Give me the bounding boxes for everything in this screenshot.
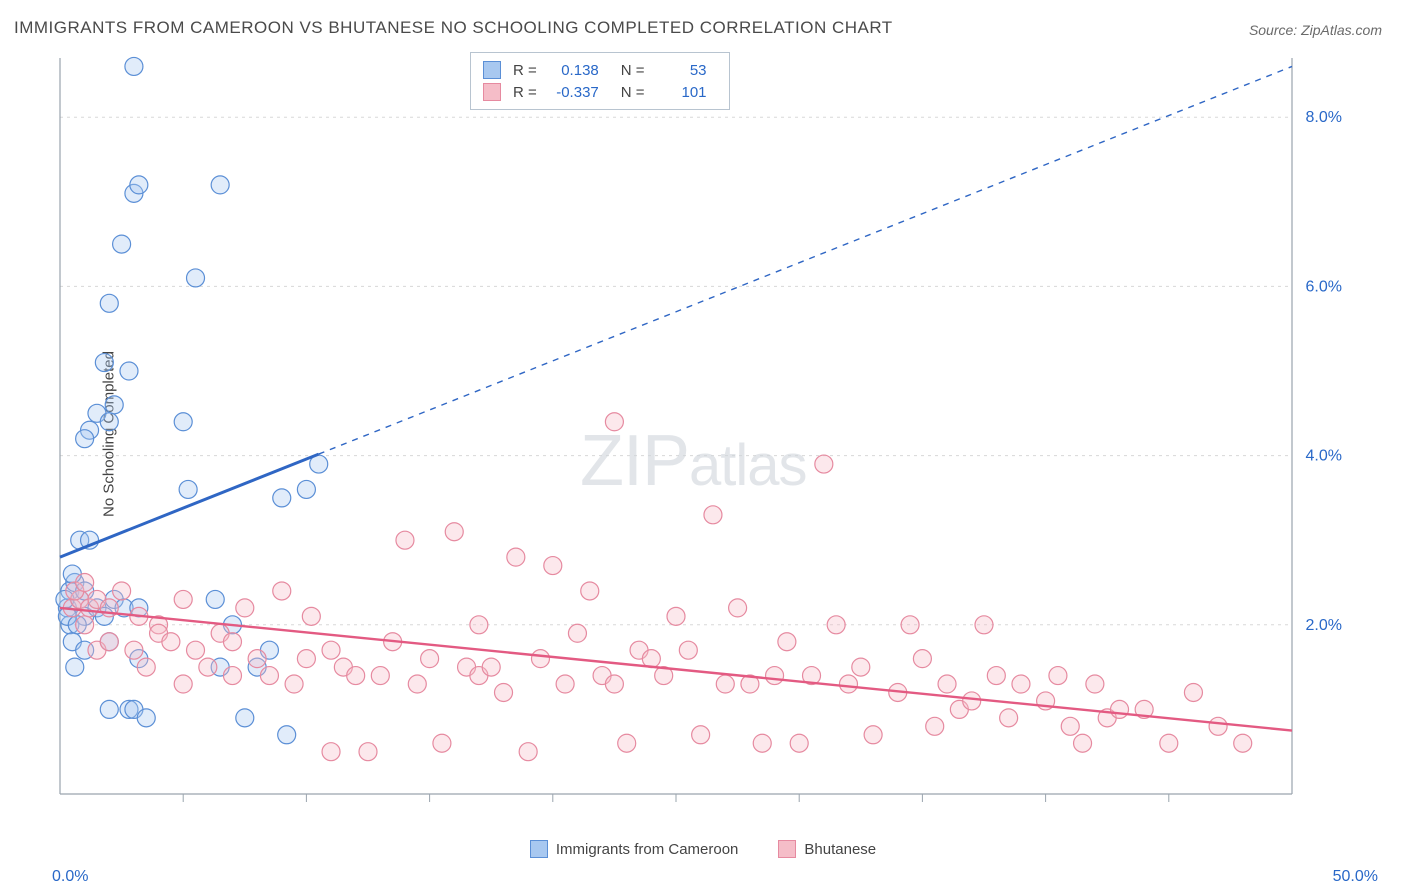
legend-item-cameroon: Immigrants from Cameroon	[530, 840, 739, 858]
swatch-bhutanese-icon	[778, 840, 796, 858]
legend-item-bhutanese: Bhutanese	[778, 840, 876, 858]
bottom-legend: Immigrants from Cameroon Bhutanese	[0, 840, 1406, 858]
n-value-bhutanese: 101	[657, 84, 707, 101]
n-value-cameroon: 53	[657, 62, 707, 79]
r-value-cameroon: 0.138	[549, 62, 599, 79]
x-axis-max-label: 50.0%	[1333, 868, 1378, 886]
svg-text:2.0%: 2.0%	[1306, 617, 1342, 634]
r-label: R =	[513, 84, 537, 101]
stats-row-bhutanese: R = -0.337 N = 101	[483, 81, 717, 103]
chart-svg: 2.0% 4.0% 6.0% 8.0%	[52, 50, 1352, 818]
n-label: N =	[621, 84, 645, 101]
stats-legend: R = 0.138 N = 53 R = -0.337 N = 101	[470, 52, 730, 110]
chart-title: IMMIGRANTS FROM CAMEROON VS BHUTANESE NO…	[14, 18, 893, 38]
swatch-bhutanese	[483, 83, 501, 101]
stats-row-cameroon: R = 0.138 N = 53	[483, 59, 717, 81]
svg-text:6.0%: 6.0%	[1306, 278, 1342, 295]
swatch-cameroon-icon	[530, 840, 548, 858]
x-axis-min-label: 0.0%	[52, 868, 88, 886]
swatch-cameroon	[483, 61, 501, 79]
source-attribution: Source: ZipAtlas.com	[1249, 22, 1382, 38]
n-label: N =	[621, 62, 645, 79]
r-label: R =	[513, 62, 537, 79]
legend-label-cameroon: Immigrants from Cameroon	[556, 841, 739, 858]
r-value-bhutanese: -0.337	[549, 84, 599, 101]
svg-text:4.0%: 4.0%	[1306, 448, 1342, 465]
y-axis-label-wrap: No Schooling Completed	[14, 50, 34, 818]
legend-label-bhutanese: Bhutanese	[804, 841, 876, 858]
scatter-plot: 2.0% 4.0% 6.0% 8.0%	[52, 50, 1352, 818]
svg-text:8.0%: 8.0%	[1306, 109, 1342, 126]
